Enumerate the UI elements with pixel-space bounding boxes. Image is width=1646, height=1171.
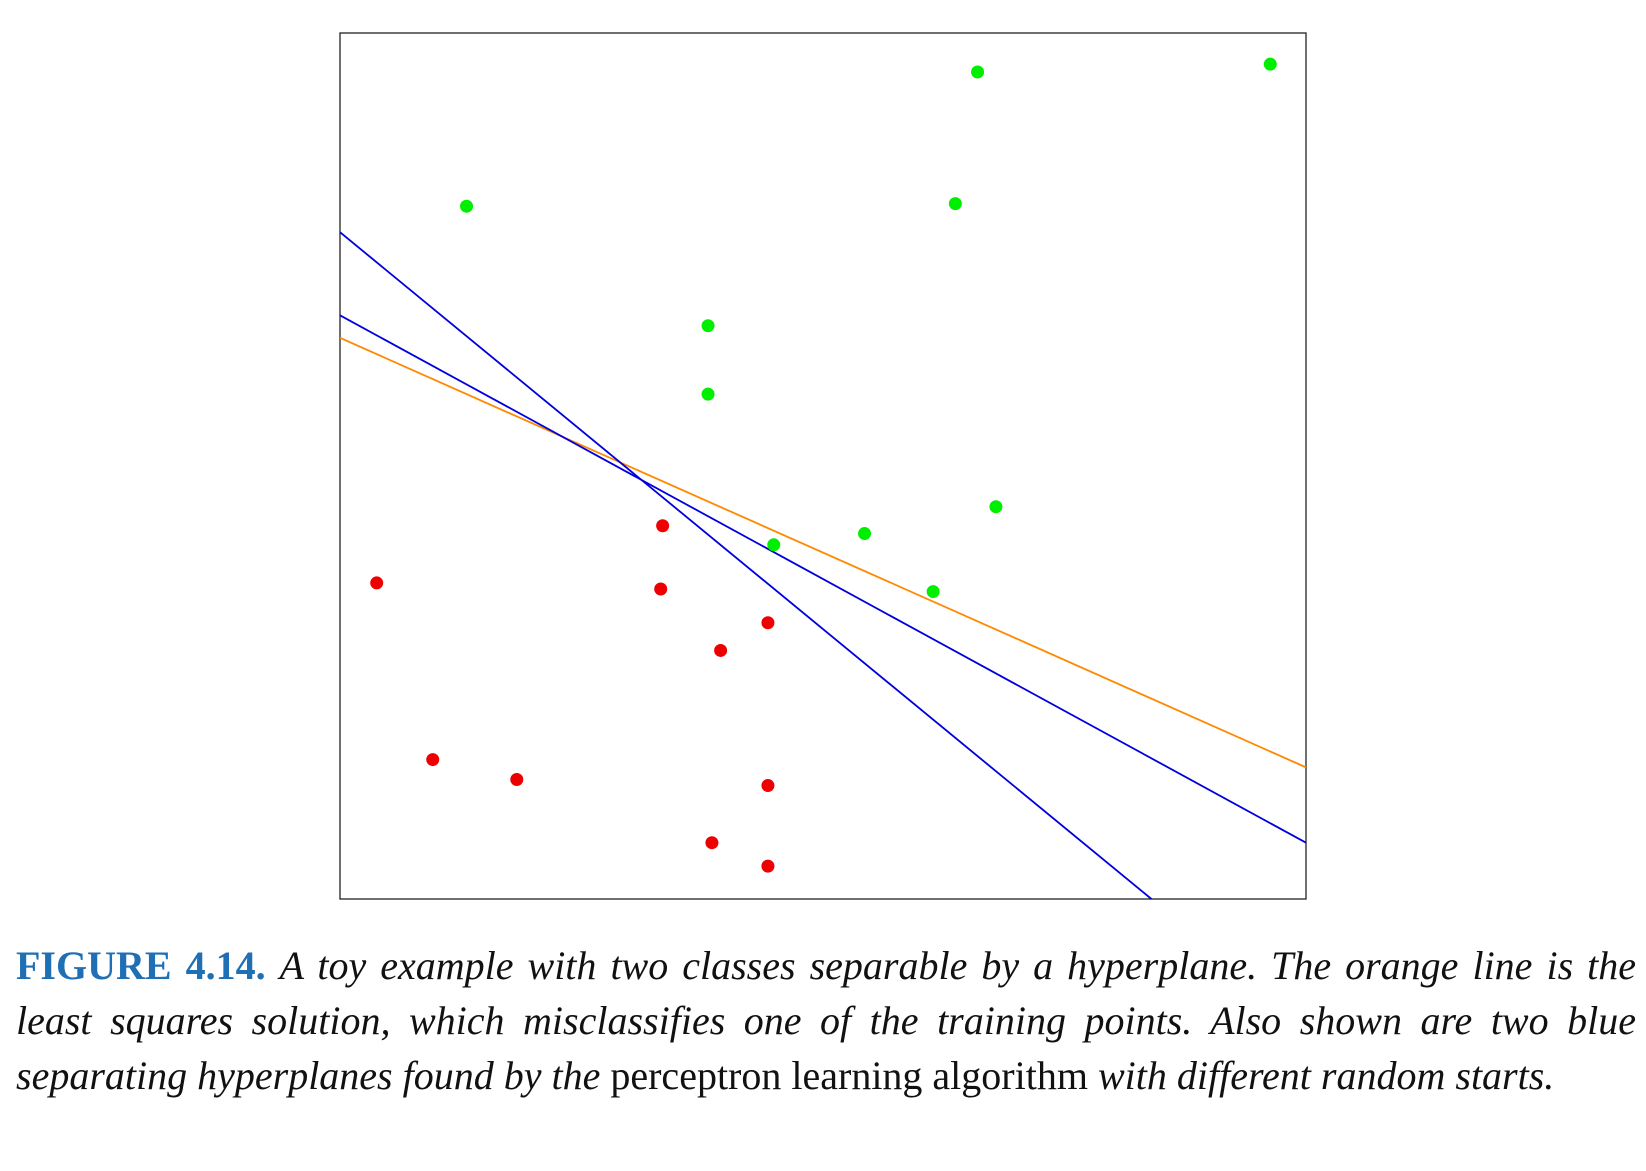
red-point-2 (370, 576, 384, 590)
red-point-10 (761, 859, 775, 873)
data-points (370, 57, 1277, 873)
red-point-5 (714, 643, 728, 657)
caption-term: perceptron learning algorithm (610, 1053, 1088, 1098)
red-point-4 (761, 616, 775, 630)
green-point-7 (989, 500, 1003, 514)
green-point-5 (701, 319, 715, 333)
green-point-6 (701, 387, 715, 401)
caption-text-2: with different random starts. (1097, 1053, 1555, 1098)
figure-caption: FIGURE 4.14. A toy example with two clas… (16, 938, 1636, 1103)
red-point-6 (426, 753, 440, 767)
green-point-8 (858, 527, 872, 541)
red-point-9 (705, 836, 719, 850)
hyperplane-lines (339, 231, 1307, 900)
scatter-plot (339, 32, 1307, 900)
red-point-7 (510, 772, 524, 786)
plot-frame (339, 32, 1307, 900)
perceptron-hyperplane-2-line (339, 314, 1307, 844)
green-point-3 (460, 199, 474, 213)
green-point-1 (971, 65, 985, 79)
green-point-9 (767, 538, 781, 552)
red-point-3 (654, 582, 668, 596)
least-squares-solution-line (339, 337, 1307, 769)
red-point-1 (656, 519, 670, 533)
green-point-2 (1263, 57, 1277, 71)
green-point-4 (948, 197, 962, 211)
caption-text-1: A toy example with two classes separable… (16, 943, 1637, 1098)
perceptron-hyperplane-1-line (339, 231, 1153, 900)
green-point-10 (926, 585, 940, 599)
figure-label: FIGURE 4.14. (16, 943, 266, 988)
red-point-8 (761, 779, 775, 793)
